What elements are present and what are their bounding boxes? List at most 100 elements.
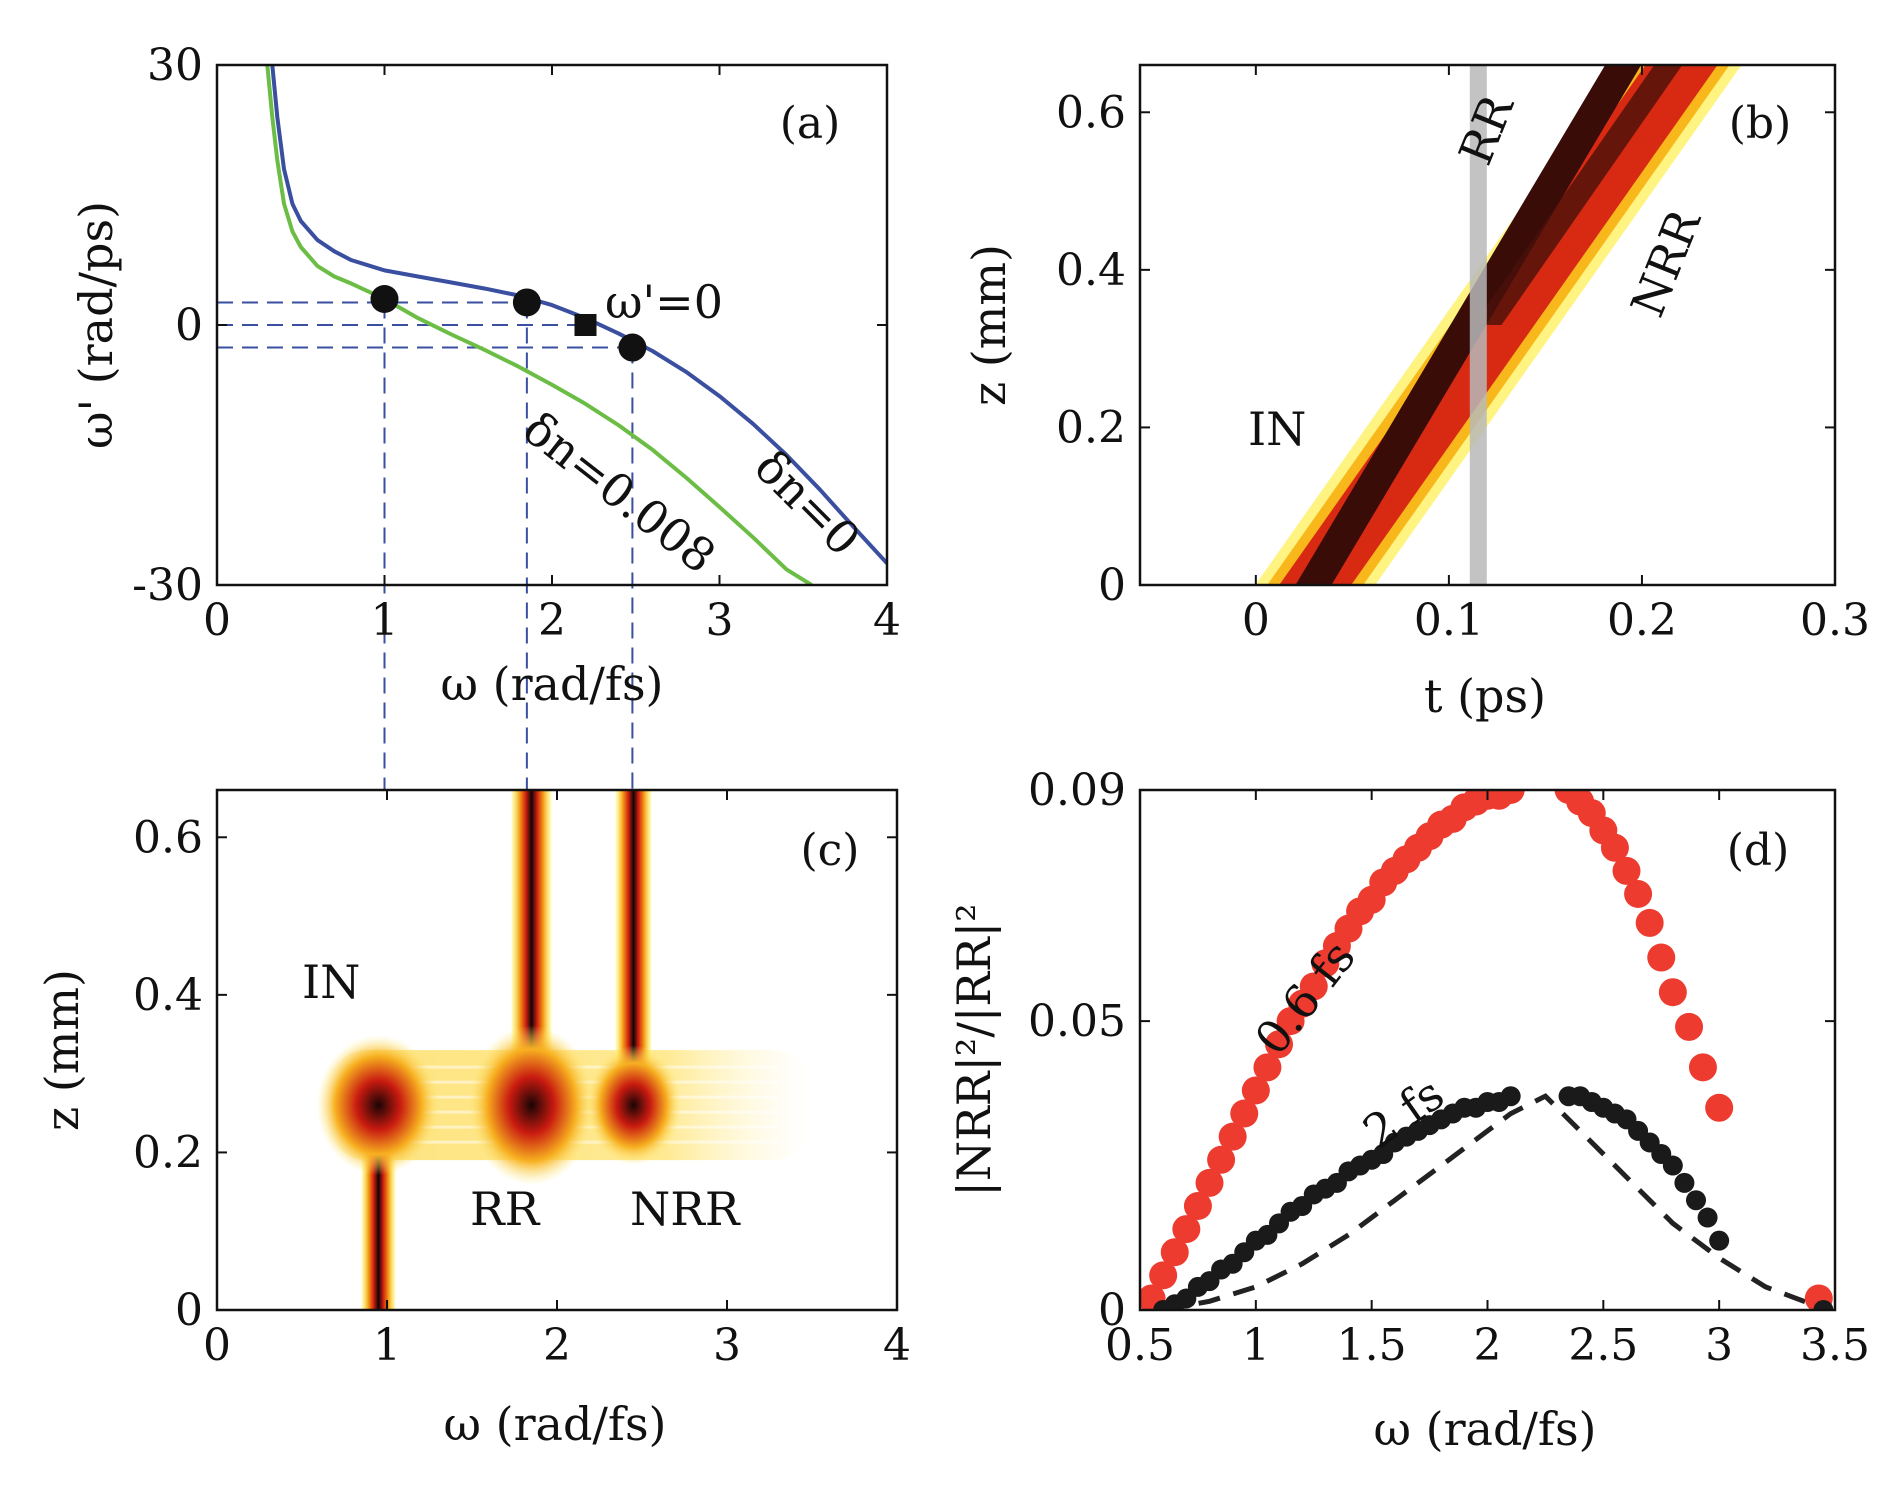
b-ytick-label: 0: [1098, 560, 1126, 611]
d-dashed-line: [1162, 1093, 1825, 1310]
b-xtick-label: 0.2: [1607, 595, 1677, 646]
d-point-06fs: [1705, 1093, 1734, 1122]
d-point-06fs: [1688, 1053, 1717, 1082]
d-point-06fs: [1658, 978, 1687, 1007]
d-point-06fs: [1241, 1076, 1270, 1105]
d-point-2fs: [1686, 1190, 1706, 1211]
a-panel-label: (a): [780, 98, 841, 149]
d-point-06fs: [1230, 1099, 1259, 1128]
c-in-label: IN: [302, 955, 360, 1009]
d-ticks: 0.5 1 1.5 2 2.5 3 3.5 0 0.05 0.09: [1028, 765, 1870, 1371]
c-xtick-label: 1: [373, 1320, 401, 1371]
c-ytick-label: 0.4: [133, 970, 203, 1021]
d-point-06fs: [1496, 790, 1525, 804]
d-point-06fs: [1265, 1030, 1293, 1059]
c-ytick-label: 0: [175, 1285, 203, 1336]
b-band-core-nrr: [1473, 65, 1683, 325]
d-xtick-label: 2.5: [1568, 1320, 1638, 1371]
d-point-06fs: [1172, 1215, 1201, 1244]
b-axes-frame: [1138, 63, 1837, 587]
c-ytick-label: 0.6: [133, 812, 203, 863]
d-point-2fs: [1662, 1155, 1683, 1176]
c-blob: [467, 1025, 596, 1186]
d-ytick-label: 0.05: [1028, 996, 1126, 1047]
a-marker-circle: [512, 288, 541, 317]
a-marker-circle: [370, 285, 399, 313]
a-xtick-label: 3: [706, 595, 734, 646]
d-point-06fs: [1299, 972, 1328, 1001]
b-xlabel: t (ps): [1424, 669, 1546, 723]
d-point-06fs: [1624, 880, 1653, 908]
a-markers: [370, 285, 647, 362]
d-xtick-label: 2: [1474, 1320, 1502, 1371]
b-panel-label: (b): [1729, 98, 1792, 149]
d-point-2fs: [1500, 1086, 1521, 1107]
d-point-06fs: [1612, 856, 1641, 885]
d-06fs-label: 0.6 fs: [1244, 930, 1366, 1064]
a-ytick-label: 30: [147, 40, 203, 91]
c-rr-label: RR: [470, 1182, 541, 1236]
b-band-core-rr: [1295, 65, 1642, 585]
b-ytick-label: 0.4: [1056, 245, 1126, 296]
d-point-06fs: [1149, 1261, 1178, 1290]
b-xtick-label: 0.3: [1800, 595, 1870, 646]
d-point-06fs: [1207, 1145, 1236, 1174]
a-dn008-label: δn=0.008: [513, 401, 726, 584]
d-point-06fs: [1600, 833, 1629, 862]
b-ytick-label: 0.2: [1056, 402, 1126, 453]
d-plot-area: [1140, 790, 1834, 1310]
a-series-line: [265, 65, 813, 585]
d-point-06fs: [1218, 1122, 1247, 1151]
d-ytick-label: 0: [1098, 1285, 1126, 1336]
b-gray-bar: [1469, 65, 1487, 585]
a-marker-square: [574, 314, 597, 336]
a-curves: [265, 65, 887, 585]
b-bands: [1255, 65, 1742, 585]
c-plot-area: [217, 790, 897, 1310]
d-2fs-label: 2 fs: [1353, 1066, 1453, 1159]
a-xtick-label: 1: [371, 595, 399, 646]
d-point-2fs: [1674, 1172, 1695, 1193]
c-xlabel: ω (rad/fs): [443, 1397, 666, 1451]
c-ytick-label: 0.2: [133, 1127, 203, 1178]
c-panel-label: (c): [801, 825, 860, 876]
c-stripes: [316, 790, 682, 1310]
a-xtick-label: 4: [873, 595, 901, 646]
panel-c: 0 1 2 3 4 0 0.2 0.4 0.6 (c) IN RR NRR ω (rad/fs)…: [35, 788, 911, 1451]
c-ticks: 0 1 2 3 4 0 0.2 0.4 0.6: [133, 790, 911, 1371]
d-point-2fs: [1697, 1207, 1718, 1228]
c-blob: [585, 1045, 682, 1166]
c-ylabel: z (mm): [35, 969, 89, 1131]
c-blob: [316, 1035, 441, 1176]
b-xtick-label: 0.1: [1414, 595, 1484, 646]
a-series-line: [270, 65, 887, 565]
b-plot-area: [1140, 65, 1835, 585]
a-guide-lines: [217, 301, 634, 795]
d-panel-label: (d): [1727, 825, 1790, 876]
d-xtick-label: 3: [1705, 1320, 1733, 1371]
d-point-06fs: [1160, 1238, 1189, 1267]
c-xtick-label: 2: [543, 1320, 571, 1371]
b-xtick-label: 0: [1242, 595, 1270, 646]
d-xlabel: ω (rad/fs): [1373, 1402, 1596, 1456]
a-omega-zero-label: ω'=0: [605, 275, 723, 329]
d-xtick-label: 0.5: [1105, 1320, 1175, 1371]
d-point-2fs: [1709, 1230, 1730, 1251]
d-xtick-label: 3.5: [1800, 1320, 1870, 1371]
c-nrr-label: NRR: [630, 1182, 741, 1236]
panel-d: 0.5 1 1.5 2 2.5 3 3.5 0 0.05 0.09 (d) 0.6 fs 2 fs…: [947, 765, 1870, 1456]
d-dashed-curve: [1162, 1093, 1825, 1310]
d-xtick-label: 1: [1242, 1320, 1270, 1371]
a-marker-circle: [618, 333, 647, 362]
d-point-06fs: [1647, 943, 1676, 972]
b-ytick-label: 0.6: [1056, 87, 1126, 138]
d-point-06fs: [1675, 1012, 1704, 1041]
d-point-06fs: [1183, 1192, 1212, 1220]
c-xtick-label: 4: [883, 1320, 911, 1371]
a-ytick-label: -30: [132, 560, 203, 611]
d-ytick-label: 0.09: [1028, 765, 1126, 816]
a-xtick-label: 0: [203, 595, 231, 646]
